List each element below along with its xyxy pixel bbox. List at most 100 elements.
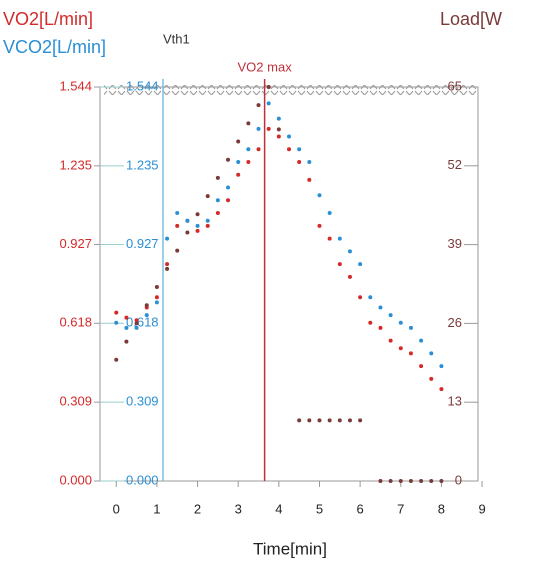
data-point (398, 346, 403, 351)
x-tick-label: 6 (357, 501, 364, 516)
data-point (134, 321, 139, 326)
data-point (368, 320, 373, 325)
data-point (236, 139, 241, 144)
data-point (236, 172, 241, 177)
data-point (165, 262, 170, 267)
data-point (175, 211, 180, 216)
data-point (327, 418, 332, 423)
y2-tick-label: 1.544 (126, 78, 159, 93)
data-point (246, 121, 251, 126)
data-point (378, 305, 383, 310)
data-point (419, 364, 424, 369)
data-point (327, 211, 332, 216)
y2-tick-label: 1.235 (126, 157, 159, 172)
data-point (215, 175, 220, 180)
y2-tick-label: 0.309 (126, 394, 159, 409)
data-point (205, 218, 210, 223)
data-point (185, 218, 190, 223)
data-point (337, 236, 342, 241)
y3-tick-label: 65 (448, 78, 462, 93)
data-point (154, 300, 159, 305)
data-point (358, 295, 363, 300)
data-point (266, 126, 271, 131)
data-point (378, 325, 383, 330)
data-point (307, 160, 312, 165)
x-tick-label: 5 (316, 501, 323, 516)
data-point (195, 212, 200, 217)
data-point (165, 266, 170, 271)
data-point (297, 418, 302, 423)
data-point (205, 223, 210, 228)
annotation-label: Vth1 (163, 31, 190, 46)
data-point (195, 223, 200, 228)
data-point (347, 249, 352, 254)
data-point (297, 160, 302, 165)
data-point (124, 325, 129, 330)
legend-entry: VO2[L/min] (3, 9, 93, 29)
data-point (358, 262, 363, 267)
data-point (276, 116, 281, 121)
y-tick-label: 1.235 (59, 157, 92, 172)
data-point (256, 147, 261, 152)
data-point (134, 325, 139, 330)
data-point (388, 338, 393, 343)
data-point (347, 418, 352, 423)
x-tick-label: 3 (235, 501, 242, 516)
data-point (246, 147, 251, 152)
data-point (195, 228, 200, 233)
x-axis-title: Time[min] (253, 539, 327, 558)
data-point (317, 193, 322, 198)
x-tick-label: 1 (153, 501, 160, 516)
data-point (215, 198, 220, 203)
x-tick-label: 7 (397, 501, 404, 516)
data-point (307, 177, 312, 182)
y-tick-label: 0.000 (59, 472, 92, 487)
data-point (256, 126, 261, 131)
plot-frame (99, 86, 479, 482)
data-point (327, 236, 332, 241)
data-point (429, 376, 434, 381)
data-point (337, 418, 342, 423)
data-point (307, 418, 312, 423)
data-point (368, 295, 373, 300)
data-point (408, 325, 413, 330)
marker-band (104, 85, 478, 95)
data-point (144, 303, 149, 308)
data-point (439, 479, 444, 483)
data-point (347, 274, 352, 279)
data-point (398, 479, 403, 483)
data-point (439, 364, 444, 369)
data-point (134, 318, 139, 323)
y-tick-label: 0.927 (59, 236, 92, 251)
y3-tick-label: 13 (448, 394, 462, 409)
data-point (124, 339, 129, 344)
data-point (256, 103, 261, 108)
data-point (226, 157, 231, 162)
y-tick-label: 1.544 (59, 78, 92, 93)
data-point (114, 310, 119, 315)
data-point (266, 101, 271, 106)
data-point (185, 230, 190, 235)
y2-tick-label: 0.927 (126, 236, 159, 251)
data-point (114, 320, 119, 325)
data-point (408, 351, 413, 356)
y-tick-label: 0.618 (59, 315, 92, 330)
data-point (226, 185, 231, 190)
data-point (276, 127, 281, 132)
data-point (337, 262, 342, 267)
data-point (114, 357, 119, 362)
data-point (287, 134, 291, 139)
data-point (317, 223, 322, 228)
data-point (154, 285, 159, 290)
data-point (124, 315, 129, 320)
data-point (175, 223, 180, 228)
data-point (388, 479, 393, 483)
legend-entry: VCO2[L/min] (3, 37, 106, 57)
x-tick-label: 9 (478, 501, 485, 516)
data-point (429, 351, 434, 356)
annotation-label: VO2 max (238, 59, 293, 74)
x-tick-label: 2 (194, 501, 201, 516)
data-point (378, 479, 383, 483)
data-point (205, 194, 210, 199)
